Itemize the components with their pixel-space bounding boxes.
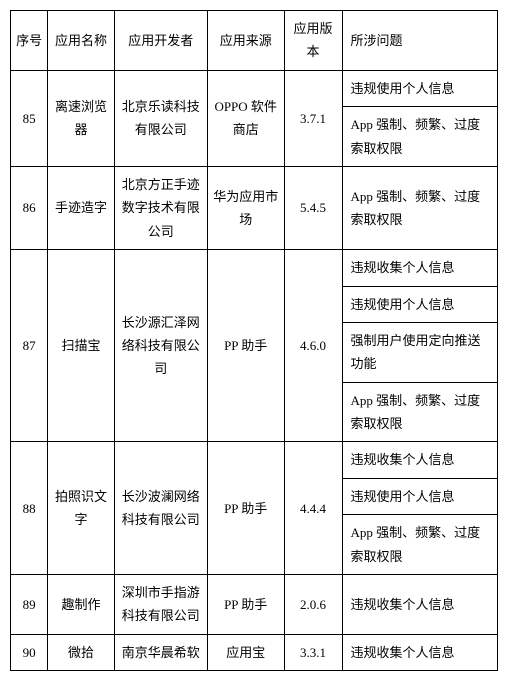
cell-dev: 北京乐读科技有限公司	[114, 70, 207, 166]
cell-src: OPPO 软件商店	[207, 70, 284, 166]
table-row: 85离速浏览器北京乐读科技有限公司OPPO 软件商店3.7.1违规使用个人信息	[11, 70, 498, 106]
cell-ver: 5.4.5	[284, 166, 342, 249]
cell-seq: 85	[11, 70, 48, 166]
header-ver: 应用版本	[284, 11, 342, 71]
header-name: 应用名称	[48, 11, 114, 71]
cell-dev: 长沙波澜网络科技有限公司	[114, 442, 207, 575]
cell-seq: 86	[11, 166, 48, 249]
cell-src: PP 助手	[207, 250, 284, 442]
cell-src: 华为应用市场	[207, 166, 284, 249]
cell-ver: 3.3.1	[284, 634, 342, 670]
cell-src: PP 助手	[207, 442, 284, 575]
cell-src: 应用宝	[207, 634, 284, 670]
table-row: 86手迹造字北京方正手迹数字技术有限公司华为应用市场5.4.5App 强制、频繁…	[11, 166, 498, 249]
app-issues-table: 序号 应用名称 应用开发者 应用来源 应用版本 所涉问题 85离速浏览器北京乐读…	[10, 10, 498, 671]
table-header-row: 序号 应用名称 应用开发者 应用来源 应用版本 所涉问题	[11, 11, 498, 71]
cell-dev: 长沙源汇泽网络科技有限公司	[114, 250, 207, 442]
cell-seq: 87	[11, 250, 48, 442]
cell-issue: 违规收集个人信息	[342, 442, 497, 478]
cell-name: 拍照识文字	[48, 442, 114, 575]
cell-name: 手迹造字	[48, 166, 114, 249]
cell-name: 扫描宝	[48, 250, 114, 442]
cell-issue: 违规收集个人信息	[342, 634, 497, 670]
cell-issue: App 强制、频繁、过度索取权限	[342, 166, 497, 249]
cell-name: 微拾	[48, 634, 114, 670]
cell-src: PP 助手	[207, 575, 284, 635]
header-dev: 应用开发者	[114, 11, 207, 71]
cell-dev: 北京方正手迹数字技术有限公司	[114, 166, 207, 249]
cell-issue: App 强制、频繁、过度索取权限	[342, 382, 497, 442]
header-issue: 所涉问题	[342, 11, 497, 71]
cell-seq: 89	[11, 575, 48, 635]
cell-dev: 南京华晨希软	[114, 634, 207, 670]
cell-issue: App 强制、频繁、过度索取权限	[342, 107, 497, 167]
cell-name: 趣制作	[48, 575, 114, 635]
cell-issue: 违规收集个人信息	[342, 250, 497, 286]
cell-issue: 强制用户使用定向推送功能	[342, 322, 497, 382]
cell-ver: 4.4.4	[284, 442, 342, 575]
table-row: 89趣制作深圳市手指游科技有限公司PP 助手2.0.6违规收集个人信息	[11, 575, 498, 635]
cell-issue: 违规使用个人信息	[342, 478, 497, 514]
header-src: 应用来源	[207, 11, 284, 71]
cell-seq: 90	[11, 634, 48, 670]
table-row: 87扫描宝长沙源汇泽网络科技有限公司PP 助手4.6.0违规收集个人信息	[11, 250, 498, 286]
cell-ver: 2.0.6	[284, 575, 342, 635]
table-body: 85离速浏览器北京乐读科技有限公司OPPO 软件商店3.7.1违规使用个人信息A…	[11, 70, 498, 670]
cell-issue: 违规使用个人信息	[342, 70, 497, 106]
table-row: 90微拾南京华晨希软应用宝3.3.1违规收集个人信息	[11, 634, 498, 670]
header-seq: 序号	[11, 11, 48, 71]
cell-ver: 4.6.0	[284, 250, 342, 442]
cell-issue: 违规使用个人信息	[342, 286, 497, 322]
cell-dev: 深圳市手指游科技有限公司	[114, 575, 207, 635]
cell-issue: App 强制、频繁、过度索取权限	[342, 515, 497, 575]
cell-issue: 违规收集个人信息	[342, 575, 497, 635]
cell-ver: 3.7.1	[284, 70, 342, 166]
cell-name: 离速浏览器	[48, 70, 114, 166]
cell-seq: 88	[11, 442, 48, 575]
table-row: 88拍照识文字长沙波澜网络科技有限公司PP 助手4.4.4违规收集个人信息	[11, 442, 498, 478]
